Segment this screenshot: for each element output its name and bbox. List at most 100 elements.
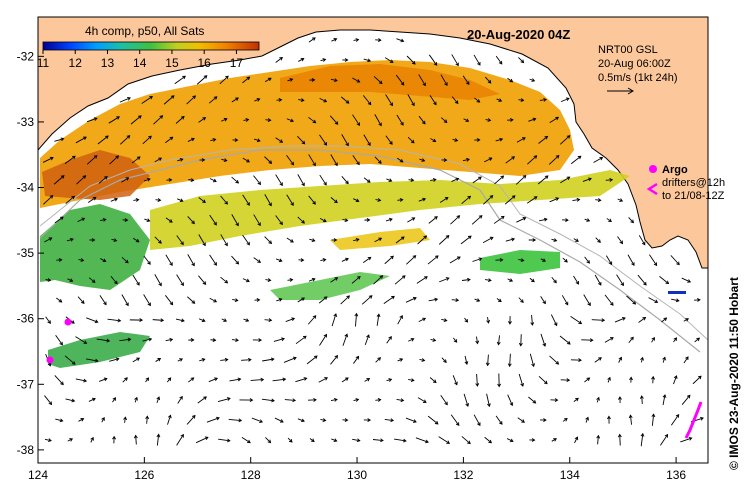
current-arrowhead [488,439,493,444]
current-arrowhead [467,440,471,445]
current-arrowhead [123,416,127,421]
current-arrowhead [169,136,174,141]
current-arrow [286,194,294,206]
sst-band-cool-east [480,250,560,274]
current-arrowhead [247,439,251,444]
current-arrow [308,37,316,43]
current-arrow [619,434,621,446]
current-arrow [493,216,505,224]
current-arrowhead [179,358,184,362]
current-arrowhead [92,397,96,402]
current-arrow [406,255,416,265]
current-arrowhead [511,195,516,199]
current-arrowhead [323,142,328,146]
current-arrow [144,218,150,222]
current-arrowhead [49,195,54,199]
current-arrowhead [675,413,680,418]
current-arrowhead [555,361,560,365]
current-arrowhead [509,278,514,282]
lon-tick-label: 128 [241,468,261,482]
current-arrow [527,155,537,165]
current-arrowhead [544,135,549,140]
current-arrowhead [642,316,647,321]
current-arrowhead [48,237,53,241]
current-arrow [75,378,87,382]
current-arrowhead [192,95,196,99]
current-arrow [540,333,546,347]
current-arrowhead [300,258,305,262]
current-arrowhead [475,383,480,387]
current-arrow [96,338,110,342]
current-arrowhead [457,256,461,260]
current-arrowhead [574,436,579,441]
current-arrowhead [433,101,437,106]
current-arrow [538,136,548,144]
current-arrow [407,136,415,144]
current-arrowhead [487,79,492,84]
current-arrowhead [191,262,195,267]
current-arrowhead [69,278,74,282]
current-arrow [78,418,84,422]
current-arrow [53,175,65,185]
current-arrow [330,154,338,166]
current-arrowhead [169,219,173,223]
current-arrow [253,214,261,226]
current-arrowhead [566,135,571,139]
current-arrow [341,258,349,262]
current-arrow [198,275,206,285]
current-arrow [217,397,231,403]
current-arrowhead [344,58,349,62]
current-arrowhead [190,377,195,381]
current-arrow [220,276,228,284]
current-arrowhead [94,319,99,324]
current-arrowhead [355,355,360,360]
colorbar-tick-label: 16 [198,56,212,70]
current-arrowhead [345,180,349,185]
current-arrow [156,434,160,446]
colorbar-gradient [42,41,260,51]
current-arrowhead [345,142,349,147]
current-arrowhead [443,318,448,322]
colorbar-ticks: 11 12 13 14 15 16 17 [37,50,243,70]
current-arrow [319,217,327,223]
current-arrowhead [82,175,87,179]
current-arrowhead [598,357,602,361]
current-arrowhead [226,397,231,401]
current-arrow [220,359,228,361]
current-arrow [176,434,184,446]
current-arrowhead [654,299,659,303]
current-arrowhead [587,302,591,307]
current-arrowhead [663,317,668,321]
current-arrowhead [312,37,316,41]
current-arrow [341,377,349,383]
current-arrowhead [628,414,633,419]
current-arrowhead [498,60,503,65]
current-arrowhead [136,357,141,361]
current-arrow [363,134,371,146]
current-arrow [264,319,272,321]
current-arrow [86,155,98,165]
current-arrowhead [333,38,338,42]
current-arrow [649,254,657,266]
current-arrow [463,393,469,407]
current-arrowhead [618,396,622,400]
current-arrowhead [522,137,526,141]
current-arrow [451,299,459,301]
current-arrowhead [554,398,559,402]
current-arrow [262,358,274,362]
lat-tick-label: -35 [17,246,35,260]
current-arrowhead [422,399,427,403]
current-arrowhead [475,340,480,345]
current-arrowhead [160,318,165,323]
current-arrowhead [139,318,144,323]
current-arrow [353,238,359,242]
current-arrowhead [432,138,437,143]
current-arrowhead [619,198,624,202]
current-arrowhead [641,241,646,246]
lon-tick-label: 136 [666,468,686,482]
current-arrowhead [245,318,250,322]
current-arrowhead [553,322,558,327]
current-arrow [441,318,447,322]
current-arrowhead [334,355,339,359]
current-legend-time: 20-Aug 06:00Z [598,58,671,70]
